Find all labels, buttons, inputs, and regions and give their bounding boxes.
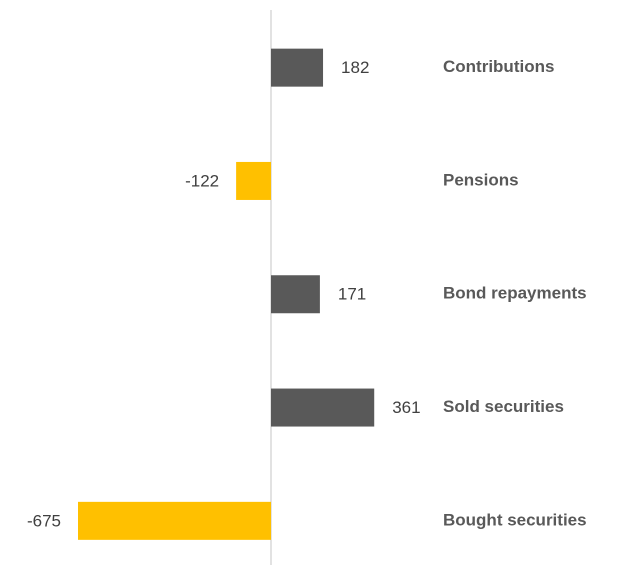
bar xyxy=(236,161,271,200)
value-label: 361 xyxy=(392,398,420,417)
value-label: -675 xyxy=(27,511,61,530)
category-label: Pensions xyxy=(443,170,519,189)
bar xyxy=(78,501,271,540)
value-label: 182 xyxy=(341,58,369,77)
category-label: Sold securities xyxy=(443,397,564,416)
category-label: Bought securities xyxy=(443,510,587,529)
value-label: -122 xyxy=(185,171,219,190)
category-label: Bond repayments xyxy=(443,284,587,303)
bar xyxy=(271,275,320,314)
bar xyxy=(271,48,324,87)
value-label: 171 xyxy=(338,285,366,304)
category-label: Contributions xyxy=(443,57,554,76)
bar xyxy=(271,388,375,427)
